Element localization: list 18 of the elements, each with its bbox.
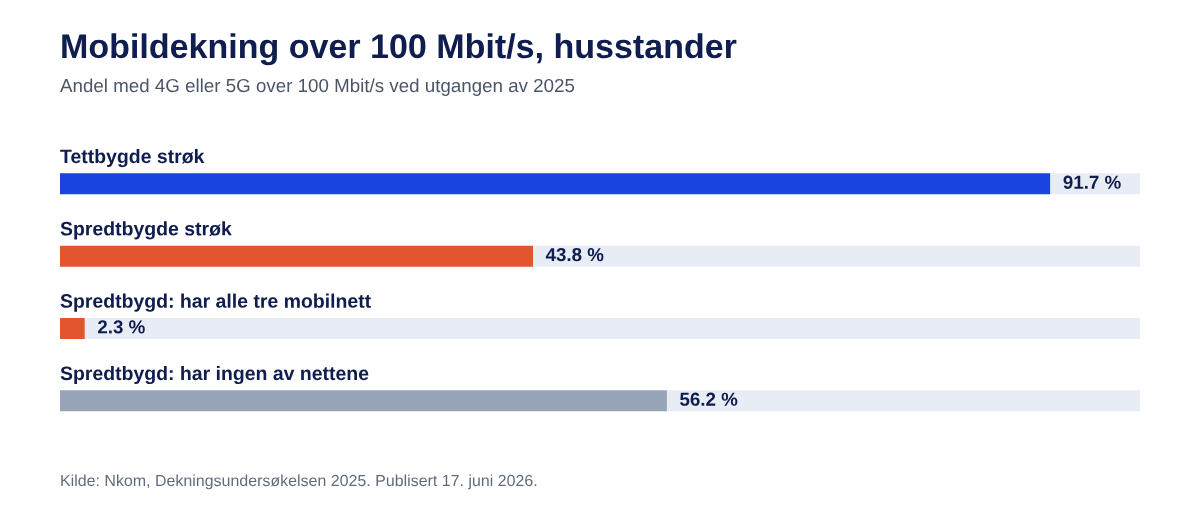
text: Kilde: Nkom, Dekningsundersøkelsen 2025. Publisert 17. juni 2026. <box>61 474 537 490</box>
bar <box>666 390 1140 412</box>
data-label: 56.2 % <box>680 392 738 406</box>
bar <box>60 245 534 267</box>
bar <box>60 390 667 412</box>
chart-title: Mobildekning over 100 Mbit/s, husstander <box>62 33 737 66</box>
y-tick-label: Spredtbygde strøk <box>60 221 232 240</box>
data-label: 91.7 % <box>1063 175 1121 189</box>
bar <box>60 173 1051 195</box>
chart-subtitle: Andel med 4G eller 5G over 100 Mbit/s ved utgangen av 2025 <box>60 78 575 96</box>
bar <box>60 318 85 339</box>
y-tick-label: Spredtbygd: har alle tre mobilnett <box>60 293 371 312</box>
data-label: 43.8 % <box>545 247 604 262</box>
bar <box>84 318 1140 339</box>
y-tick-label: Tettbygde strøk <box>60 148 205 168</box>
bar <box>533 245 1140 267</box>
data-label: 2.3 % <box>97 320 145 334</box>
y-tick-label: Spredtbygd: har ingen av nettene <box>60 365 369 385</box>
